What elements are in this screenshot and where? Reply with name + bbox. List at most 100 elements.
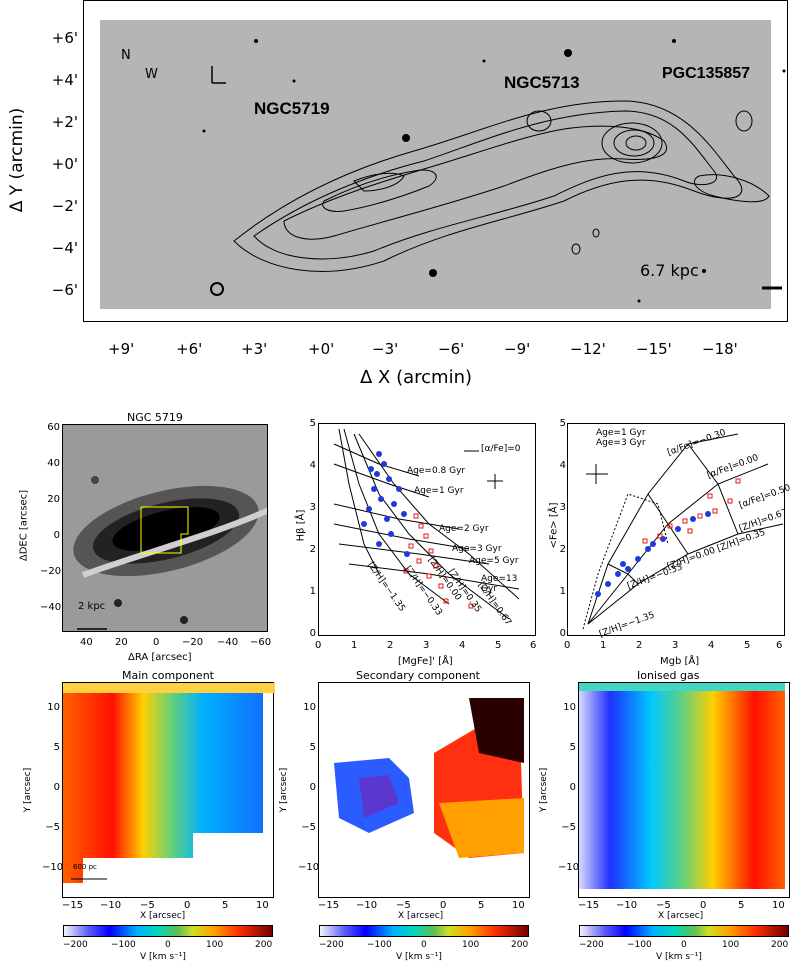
xtick: −10 <box>100 900 122 911</box>
ytick: 2 <box>559 544 566 555</box>
cbar-tick: 200 <box>771 940 789 950</box>
xtick: +3' <box>241 340 268 358</box>
xtick: −40 <box>217 637 239 648</box>
hbeta-xticks: 0 1 2 3 4 5 6 <box>315 640 545 654</box>
xtick: −60 <box>250 637 272 648</box>
xtick: 6 <box>530 640 537 651</box>
map3-ylabel: Y [arcsec] <box>539 767 549 813</box>
map2-yticks: 10 5 0 −5 −10 <box>298 702 320 876</box>
map2-xticks: −15 −10 −5 0 5 10 <box>318 900 538 914</box>
pgc135857-label: PGC135857 <box>662 65 751 82</box>
map-title: Secondary component <box>356 669 480 682</box>
cbar-tick: 100 <box>206 940 224 950</box>
fe-plot: Age=1 Gyr Age=3 Gyr [α/Fe]=−0.30 [α/Fe]=… <box>567 423 792 640</box>
top-xticks: +9' +6' +3' +0' −3' −6' −9' −12' −15' −1… <box>108 340 748 360</box>
stars <box>202 39 786 303</box>
ytick: 0 <box>309 628 316 639</box>
ytick: 10 <box>303 702 316 713</box>
xtick: +6' <box>176 340 203 358</box>
ytick: 40 <box>47 458 60 469</box>
cbar1-label: V [km s⁻¹] <box>140 952 186 962</box>
xtick: 20 <box>115 637 128 648</box>
xtick: 5 <box>222 900 229 911</box>
xtick: 5 <box>744 640 751 651</box>
xtick: −9' <box>504 340 531 358</box>
ngc5719-panel-title: NGC 5719 <box>127 411 183 424</box>
ngc5719-ylabel: ΔDEC [arcsec] <box>18 489 30 562</box>
xtick: 1 <box>351 640 358 651</box>
xtick: +0' <box>308 340 335 358</box>
compass-n: N <box>121 48 131 63</box>
map-title: Main component <box>122 669 214 682</box>
map1-xticks: −15 −10 −5 0 5 10 <box>62 900 282 914</box>
map2-xlabel: X [arcsec] <box>398 911 444 921</box>
cbar-tick: 200 <box>511 940 529 950</box>
cbar3-label: V [km s⁻¹] <box>656 952 702 962</box>
xtick: −5 <box>656 900 671 911</box>
xtick: −12' <box>570 340 606 358</box>
hbeta-ylabel: Hβ [Å] <box>295 509 307 542</box>
fe-errorbar <box>586 464 608 484</box>
top-figure: NGC5719 NGC5713 PGC135857 6.7 kpc N W +6… <box>0 0 801 390</box>
xtick: −5 <box>140 900 155 911</box>
ytick: 4 <box>309 460 316 471</box>
hbeta-red-points <box>403 513 474 609</box>
ngc5719-xlabel: ΔRA [arcsec] <box>128 652 192 663</box>
age-label: Age=1 Gyr <box>414 486 464 496</box>
xtick: −10 <box>616 900 638 911</box>
age-label: Age=13 Gyr <box>481 574 518 594</box>
ytick: +6' <box>51 29 78 47</box>
xtick: −6' <box>438 340 465 358</box>
compass <box>211 66 226 84</box>
cbar2-ticks: −200 −100 0 100 200 <box>319 940 539 952</box>
cbar-tick: −200 <box>579 940 604 950</box>
cbar-tick: 100 <box>462 940 480 950</box>
ytick: 0 <box>53 782 60 793</box>
map3-yticks: 10 5 0 −5 −10 <box>558 702 579 876</box>
xtick: −15 <box>578 900 600 911</box>
xtick: 0 <box>184 900 191 911</box>
hbeta-blue-points <box>361 451 410 557</box>
age-label: Age=0.8 Gyr <box>407 466 466 476</box>
cbar-tick: 100 <box>722 940 740 950</box>
xtick: 0 <box>315 640 322 651</box>
map1-yticks: 10 5 0 −5 −10 <box>42 702 63 876</box>
ytick: +0' <box>51 155 78 173</box>
ytick: 10 <box>47 702 60 713</box>
xtick: −20 <box>182 637 204 648</box>
ytick: 0 <box>569 782 576 793</box>
ytick: +2' <box>51 113 78 131</box>
xtick: 5 <box>478 900 485 911</box>
ytick: −5 <box>45 822 60 833</box>
fe-red-points <box>642 478 741 544</box>
ytick: 5 <box>309 418 316 429</box>
xtick: −10 <box>356 900 378 911</box>
hbeta-legend: [α/Fe]=0 <box>481 444 521 454</box>
age-label: Age=3 Gyr <box>452 544 502 554</box>
xtick: 0 <box>153 637 160 648</box>
galaxy-drawing <box>73 476 267 630</box>
ytick: 5 <box>53 742 60 753</box>
ytick: 0 <box>309 782 316 793</box>
hbeta-drawing <box>333 428 520 620</box>
ytick: −10 <box>298 862 320 873</box>
map-ionised-gas <box>578 682 790 898</box>
xtick: 0 <box>564 640 571 651</box>
ytick: +4' <box>51 71 78 89</box>
ytick: 60 <box>47 422 60 433</box>
map1-xlabel: X [arcsec] <box>140 911 186 921</box>
ytick: 1 <box>559 586 566 597</box>
ytick: 0 <box>559 628 566 639</box>
xtick: −5 <box>396 900 411 911</box>
map-secondary-component <box>318 682 530 898</box>
xtick: −3' <box>372 340 399 358</box>
xtick: 3 <box>423 640 430 651</box>
colorbar-2 <box>319 925 529 937</box>
fe-blue-points <box>595 511 711 597</box>
map-ionised-drawing <box>579 683 785 889</box>
hbeta-yticks: 5 4 3 2 1 0 <box>306 418 316 642</box>
xtick: 0 <box>440 900 447 911</box>
cbar-tick: −100 <box>111 940 136 950</box>
xtick: 5 <box>738 900 745 911</box>
compass-w: W <box>145 67 158 82</box>
